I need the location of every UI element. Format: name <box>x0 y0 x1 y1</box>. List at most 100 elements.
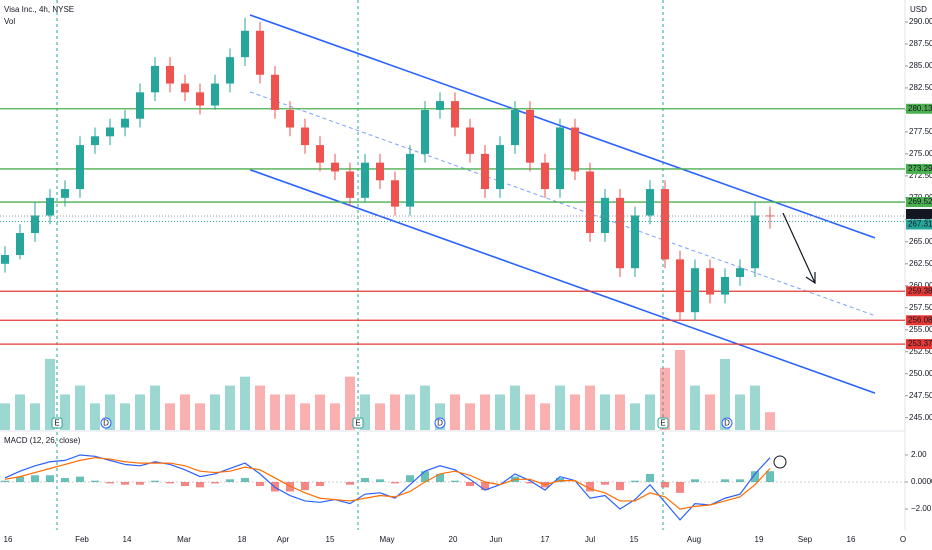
volume-bar <box>570 394 580 430</box>
macd-histogram <box>406 475 414 483</box>
event-label: D <box>724 419 730 428</box>
level-tag <box>906 197 932 208</box>
candle-body <box>586 171 594 234</box>
y-tick-label: 275.00 <box>909 149 932 158</box>
candle-body <box>676 259 684 313</box>
volume-bar <box>75 385 85 430</box>
level-tag <box>906 315 932 326</box>
candle-body <box>271 74 279 110</box>
level-label: 256.08 <box>908 315 932 324</box>
level-tag <box>906 339 932 350</box>
candle-body <box>436 101 444 110</box>
volume-bar <box>645 394 655 430</box>
candle-body <box>766 215 774 217</box>
level-label: 280.13 <box>908 104 932 113</box>
macd-histogram <box>601 482 609 485</box>
x-tick-label: 15 <box>630 535 639 544</box>
y-tick-label: 257.50 <box>909 303 932 312</box>
macd-histogram <box>361 477 369 483</box>
volume-bar <box>750 385 760 430</box>
y-tick-label: 247.50 <box>909 391 932 400</box>
candle-body <box>511 109 519 146</box>
candle-body <box>196 92 204 106</box>
candle-body <box>226 57 234 84</box>
candle-body <box>736 268 744 277</box>
x-tick-label: Aug <box>687 535 701 544</box>
macd-histogram <box>46 475 54 483</box>
volume-bar <box>405 394 415 430</box>
volume-bar <box>45 358 55 430</box>
macd-histogram <box>736 479 744 483</box>
y-tick-label: 265.00 <box>909 237 932 246</box>
macd-histogram <box>466 482 474 487</box>
macd-line <box>4 454 771 521</box>
volume-bar <box>315 394 325 430</box>
candle-body <box>1 255 9 264</box>
volume-bar <box>450 394 460 430</box>
y-tick-label: 282.50 <box>909 83 932 92</box>
candle-body <box>646 189 654 216</box>
candle-body <box>376 162 384 181</box>
volume-bar <box>690 385 700 430</box>
macd-histogram <box>106 482 114 484</box>
candle-body <box>91 136 99 146</box>
macd-histogram <box>631 480 639 483</box>
volume-bar <box>330 403 340 430</box>
volume-bar <box>540 403 550 430</box>
macd-histogram <box>241 477 249 483</box>
macd-histogram <box>421 471 429 483</box>
macd-histogram <box>196 482 204 488</box>
volume-bar <box>675 350 685 430</box>
candle-body <box>406 153 414 207</box>
event-marker <box>352 417 364 429</box>
y-tick-label: 250.00 <box>909 369 932 378</box>
candle-body <box>526 109 534 163</box>
macd-histogram <box>31 475 39 483</box>
volume-bar <box>390 394 400 430</box>
price-tag <box>906 208 932 219</box>
y-tick-label: 262.50 <box>909 259 932 268</box>
event-label: E <box>660 419 665 428</box>
candle-body <box>241 30 249 58</box>
macd-histogram <box>721 479 729 483</box>
volume-bar <box>525 394 535 430</box>
volume-bar <box>120 403 130 430</box>
macd-histogram <box>646 473 654 483</box>
volume-bar <box>555 385 565 430</box>
channel-line <box>249 168 876 394</box>
candle-body <box>556 127 564 190</box>
event-marker <box>51 417 63 429</box>
volume-label: Vol <box>4 17 15 26</box>
macd-histogram <box>526 482 534 484</box>
volume-bar <box>195 403 205 430</box>
macd-histogram <box>166 482 174 484</box>
candle-body <box>541 162 549 190</box>
highlight-circle <box>773 455 787 469</box>
volume-bar <box>420 385 430 430</box>
candle-body <box>151 65 159 93</box>
y-tick-label: 260.00 <box>909 281 932 290</box>
x-tick-label: 16 <box>847 535 856 544</box>
macd-histogram <box>286 482 294 492</box>
currency: USD <box>910 5 927 14</box>
y-tick-label: 272.50 <box>909 171 932 180</box>
macd-histogram <box>751 471 759 483</box>
candle-body <box>751 215 759 269</box>
event-marker <box>721 417 733 429</box>
level-tag <box>906 286 932 297</box>
candle-body <box>166 65 174 84</box>
macd-histogram <box>436 473 444 483</box>
y-tick-label: 255.00 <box>909 325 932 334</box>
level-label: 253.37 <box>908 339 932 348</box>
volume-bar <box>90 403 100 430</box>
y-tick-label: 290.00 <box>909 17 932 26</box>
candle-body <box>481 153 489 190</box>
x-tick-label: 18 <box>238 535 247 544</box>
candle-body <box>106 127 114 137</box>
macd-histogram <box>256 482 264 487</box>
x-tick-label: 16 <box>4 535 13 544</box>
x-tick-label: 14 <box>123 535 132 544</box>
candle-body <box>721 276 729 295</box>
macd-histogram <box>1 480 9 483</box>
